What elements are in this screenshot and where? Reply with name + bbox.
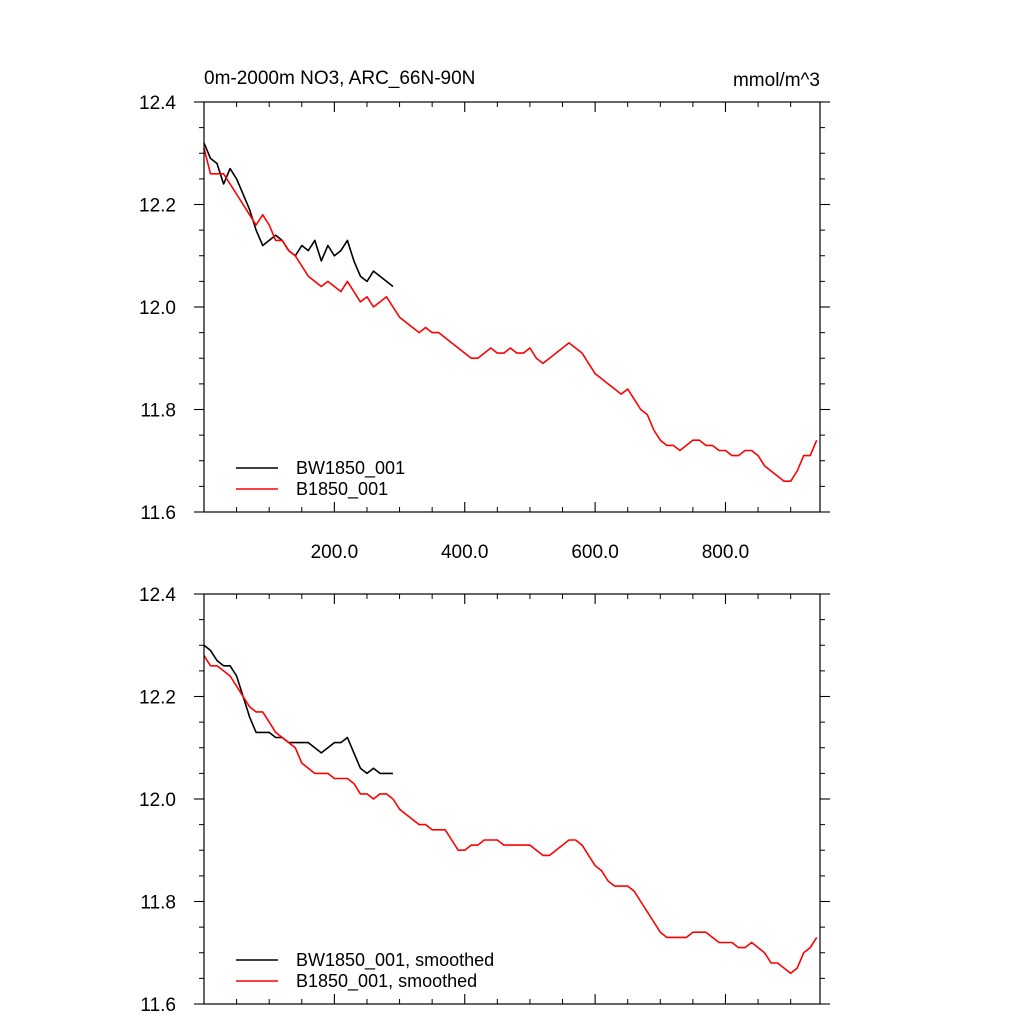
legend-label: BW1850_001, smoothed: [296, 950, 494, 971]
y-tick-label: 11.6: [140, 503, 176, 524]
y-tick-label: 12.0: [139, 298, 176, 319]
y-tick-label: 12.2: [139, 196, 176, 217]
units-label: mmol/m^3: [733, 70, 820, 91]
y-tick-label: 12.4: [139, 585, 176, 606]
x-tick-label: 200.0: [311, 542, 359, 563]
legend-label: BW1850_001: [296, 458, 405, 479]
series-line-b1850: [203, 147, 818, 482]
series-line-bw1850: [203, 644, 393, 775]
y-tick-label: 12.0: [139, 790, 176, 811]
top-panel-marks: 200.0 400.0 600.0 800.0 11.6 11.8 12.0 12.2 12.4…: [139, 93, 830, 563]
legend-label: B1850_001: [296, 479, 388, 500]
bottom-panel-marks: 11.6 11.8 12.0 12.2 12.4 BW1850_001, smoothed…: [139, 585, 830, 1016]
series-line-bw1850: [203, 142, 394, 288]
chart-title: 0m-2000m NO3, ARC_66N-90N: [204, 68, 475, 89]
x-tick-label: 400.0: [441, 542, 489, 563]
bottom-panel: 11.6 11.8 12.0 12.2 12.4 BW1850_001, smoothed…: [139, 585, 830, 1016]
series-line-b1850: [203, 655, 818, 974]
top-panel: 0m-2000m NO3, ARC_66N-90N mmol/m^3 200.0…: [139, 68, 830, 563]
x-tick-label: 800.0: [702, 542, 750, 563]
legend-label: B1850_001, smoothed: [296, 971, 477, 992]
y-tick-label: 11.8: [140, 893, 176, 914]
y-tick-label: 12.4: [139, 93, 176, 114]
x-tick-label: 600.0: [571, 542, 619, 563]
y-tick-label: 12.2: [139, 688, 176, 709]
plot-frame: [203, 101, 821, 513]
y-tick-label: 11.6: [140, 995, 176, 1016]
y-tick-label: 11.8: [140, 401, 176, 422]
